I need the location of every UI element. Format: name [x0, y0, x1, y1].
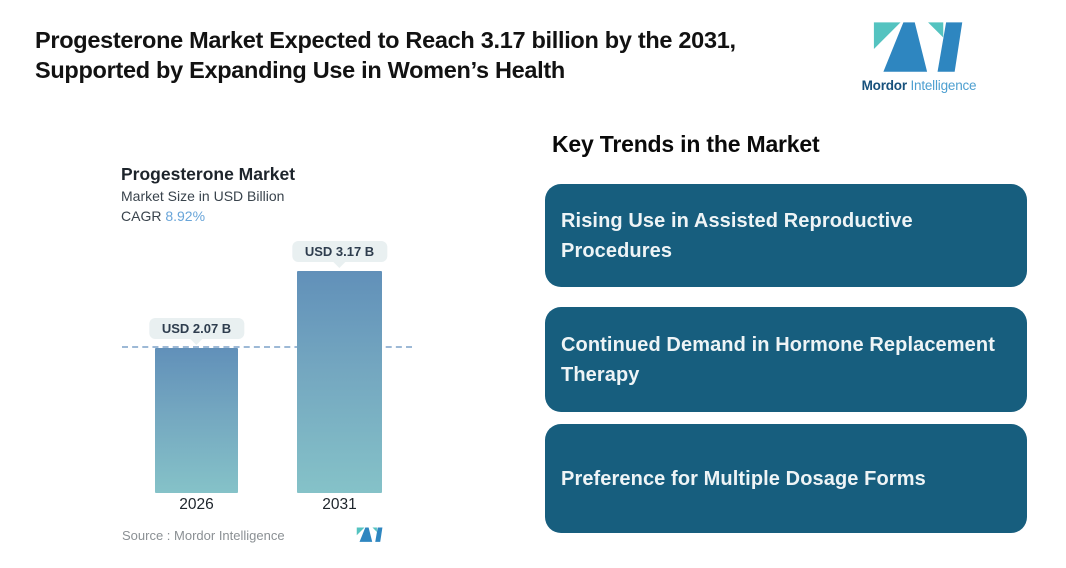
page-title-line-1: Progesterone Market Expected to Reach 3.… [35, 27, 736, 53]
x-axis-label-2031: 2031 [322, 496, 357, 513]
cagr-value: 8.92% [165, 208, 206, 224]
trend-card-dosage-forms: Preference for Multiple Dosage Forms [545, 424, 1027, 533]
data-label-2031: USD 3.17 B [291, 241, 388, 262]
brand-logo: Mordor Intelligence [860, 20, 978, 93]
brand-wordmark-intelligence: Intelligence [910, 78, 977, 93]
trends-heading: Key Trends in the Market [552, 131, 820, 157]
brand-wordmark: Mordor Intelligence [860, 78, 978, 93]
bar-2031 [297, 271, 382, 493]
mordor-intelligence-mini-logo-icon [356, 527, 383, 542]
bar-chart: USD 2.07 B USD 3.17 B [122, 240, 412, 493]
chart-subtitle: Market Size in USD Billion [121, 188, 285, 204]
chart-title: Progesterone Market [121, 164, 296, 184]
reference-dashed-line [122, 346, 412, 348]
trend-card-assisted-reproductive: Rising Use in Assisted Reproductive Proc… [545, 184, 1027, 287]
bar-2026 [155, 348, 238, 493]
trend-card-text: Preference for Multiple Dosage Forms [561, 467, 926, 490]
chart-cagr: CAGR 8.92% [121, 208, 205, 224]
source-attribution: Source : Mordor Intelligence [122, 528, 285, 543]
page-title-line-2: Supported by Expanding Use in Women’s He… [35, 57, 565, 83]
cagr-label: CAGR [121, 208, 162, 224]
trend-card-hormone-replacement: Continued Demand in Hormone Replacement … [545, 307, 1027, 412]
data-label-2026: USD 2.07 B [148, 318, 245, 339]
x-axis-label-2026: 2026 [179, 496, 214, 513]
trend-card-text: Continued Demand in Hormone Replacement … [561, 333, 995, 386]
brand-wordmark-mordor: Mordor [861, 78, 907, 93]
trend-card-text: Rising Use in Assisted Reproductive Proc… [561, 209, 913, 262]
mordor-intelligence-logo-icon [873, 22, 962, 72]
page-title: Progesterone Market Expected to Reach 3.… [35, 25, 825, 85]
